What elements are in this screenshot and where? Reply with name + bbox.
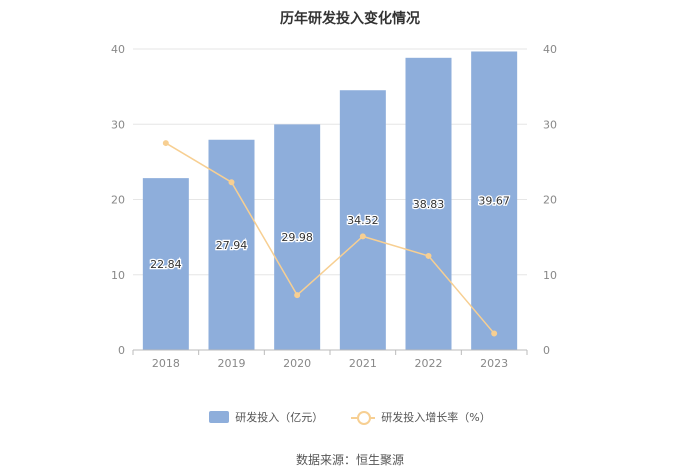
bar bbox=[142, 178, 189, 350]
y-right-tick-label: 30 bbox=[543, 118, 557, 131]
bar-value-label: 38.83 bbox=[413, 198, 445, 211]
x-tick-label: 2022 bbox=[415, 357, 443, 370]
legend-item-bar[interactable]: 研发投入（亿元） bbox=[209, 409, 323, 425]
legend: 研发投入（亿元） 研发投入增长率（%） bbox=[0, 409, 700, 425]
x-tick-label: 2019 bbox=[218, 357, 246, 370]
x-tick-label: 2018 bbox=[152, 357, 180, 370]
bar-value-label: 22.84 bbox=[150, 258, 182, 271]
bar-value-label: 29.98 bbox=[281, 231, 313, 244]
growth-rate-point bbox=[162, 140, 169, 147]
data-source: 数据来源：恒生聚源 bbox=[295, 453, 404, 467]
bar bbox=[274, 124, 321, 350]
y-right-tick-label: 20 bbox=[543, 194, 557, 207]
y-left-tick-label: 30 bbox=[111, 118, 125, 131]
bar-value-label: 34.52 bbox=[347, 214, 379, 227]
y-right-tick-label: 0 bbox=[543, 344, 550, 357]
bar bbox=[471, 51, 518, 351]
y-right-tick-label: 10 bbox=[543, 269, 557, 282]
legend-line-label: 研发投入增长率（%） bbox=[381, 411, 491, 424]
growth-rate-point bbox=[425, 252, 432, 259]
legend-line-swatch bbox=[351, 411, 376, 425]
x-tick-label: 2020 bbox=[283, 357, 311, 370]
bar bbox=[339, 90, 386, 350]
y-left-tick-label: 40 bbox=[111, 43, 125, 56]
y-left-tick-label: 10 bbox=[111, 269, 125, 282]
growth-rate-line bbox=[165, 142, 495, 334]
legend-bar-swatch bbox=[209, 411, 230, 423]
chart-title: 历年研发投入变化情况 bbox=[280, 11, 420, 27]
bar-value-label: 27.94 bbox=[216, 239, 248, 252]
growth-rate-point bbox=[359, 233, 366, 240]
growth-rate-point bbox=[491, 330, 498, 337]
y-left-tick-label: 20 bbox=[111, 194, 125, 207]
legend-item-line[interactable]: 研发投入增长率（%） bbox=[351, 409, 491, 425]
legend-bar-label: 研发投入（亿元） bbox=[235, 411, 324, 424]
y-right-tick-label: 40 bbox=[543, 43, 557, 56]
growth-rate-point bbox=[228, 179, 235, 186]
bar bbox=[405, 57, 452, 350]
y-left-tick-label: 0 bbox=[118, 344, 125, 357]
x-tick-label: 2021 bbox=[349, 357, 377, 370]
x-tick-label: 2023 bbox=[480, 357, 508, 370]
bar-value-label: 39.67 bbox=[478, 195, 510, 208]
bar bbox=[208, 139, 255, 350]
growth-rate-point bbox=[294, 292, 301, 299]
